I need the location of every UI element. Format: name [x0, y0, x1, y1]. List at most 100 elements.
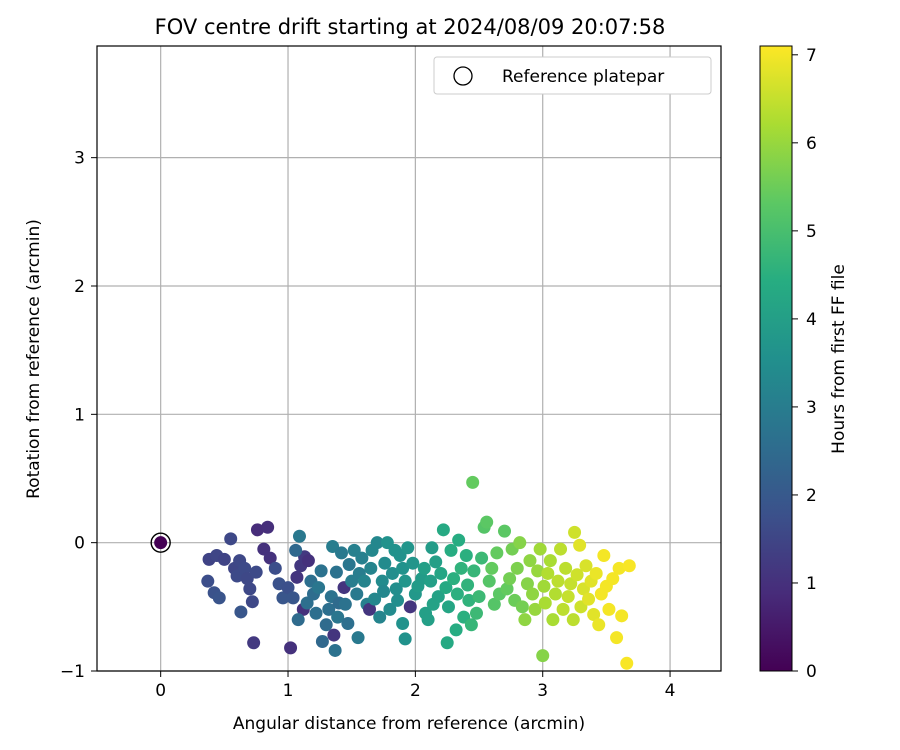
data-point: [431, 590, 445, 604]
data-point: [368, 592, 382, 606]
colorbar-tick-label: 1: [806, 574, 817, 594]
data-point: [396, 561, 410, 575]
y-axis-label: Rotation from reference (arcmin): [24, 219, 44, 499]
data-point: [309, 606, 323, 620]
colorbar: 0 1 2 3 4 5 6 7 Hours from first FF file: [759, 45, 849, 682]
data-point: [331, 610, 345, 624]
colorbar-tick-label: 3: [806, 398, 817, 418]
data-point: [469, 606, 483, 620]
data-point: [520, 577, 534, 591]
data-point: [518, 613, 532, 627]
data-point: [612, 561, 626, 575]
data-point: [335, 546, 349, 560]
data-point: [286, 591, 300, 605]
data-point: [249, 565, 263, 579]
data-point: [485, 561, 499, 575]
data-point: [513, 536, 527, 550]
data-point: [546, 613, 560, 627]
colorbar-tick-label: 7: [806, 46, 817, 66]
data-point: [500, 582, 514, 596]
data-point: [290, 570, 304, 584]
data-point: [261, 520, 275, 534]
colorbar-tick-label: 0: [806, 662, 817, 682]
data-point: [475, 551, 489, 565]
data-point: [250, 523, 264, 537]
data-point: [597, 548, 611, 562]
data-point: [385, 566, 399, 580]
legend: Reference platepar: [433, 56, 712, 95]
chart-title: FOV centre drift starting at 2024/08/09 …: [155, 15, 666, 39]
colorbar-tick-label: 4: [806, 310, 817, 330]
data-point: [551, 574, 565, 588]
data-point: [403, 600, 417, 614]
data-point: [503, 572, 517, 586]
data-point: [467, 564, 481, 578]
reference-marker-layer: [150, 532, 171, 553]
data-point: [373, 610, 387, 624]
data-point: [300, 596, 314, 610]
y-tick-label: −1: [60, 662, 85, 682]
data-point: [245, 595, 259, 609]
data-point: [417, 561, 431, 575]
data-point: [284, 641, 298, 655]
colorbar-label: Hours from first FF file: [829, 264, 849, 454]
data-point: [396, 617, 410, 631]
data-point: [315, 634, 329, 648]
data-point: [498, 524, 512, 538]
data-point: [487, 597, 501, 611]
data-point: [528, 602, 542, 616]
data-point: [364, 561, 378, 575]
data-point: [566, 613, 580, 627]
data-point: [482, 574, 496, 588]
y-tick-label: 3: [74, 149, 85, 169]
data-point: [464, 618, 478, 632]
data-point: [217, 552, 231, 566]
data-point: [441, 600, 455, 614]
colorbar-gradient: [759, 45, 793, 672]
x-tick-label: 2: [410, 681, 421, 701]
colorbar-ticks: 0 1 2 3 4 5 6 7: [792, 46, 817, 682]
colorbar-tick-label: 5: [806, 222, 817, 242]
data-point: [243, 582, 257, 596]
data-point: [257, 542, 271, 556]
data-point: [592, 618, 606, 632]
data-point: [531, 564, 545, 578]
data-point: [234, 605, 248, 619]
data-point: [582, 592, 596, 606]
data-point: [375, 574, 389, 588]
data-point: [370, 536, 384, 550]
data-point: [301, 554, 315, 568]
data-point: [459, 548, 473, 562]
reference-platepar-marker: [150, 532, 171, 553]
colorbar-tick-label: 6: [806, 134, 817, 154]
data-point: [472, 590, 486, 604]
data-point: [587, 608, 601, 622]
data-point: [538, 596, 552, 610]
data-point: [466, 475, 480, 489]
data-point: [490, 546, 504, 560]
data-point: [398, 574, 412, 588]
data-point: [480, 515, 494, 529]
data-point: [536, 649, 550, 663]
data-point: [462, 593, 476, 607]
data-point: [559, 561, 573, 575]
data-point: [401, 541, 415, 555]
data-point: [454, 561, 468, 575]
legend-entry-reference: Reference platepar: [502, 67, 664, 87]
y-tick-label: 0: [74, 534, 85, 554]
data-point: [622, 559, 636, 573]
data-point: [510, 561, 524, 575]
data-point: [363, 602, 377, 616]
data-point: [573, 538, 587, 552]
data-point: [439, 581, 453, 595]
data-point: [447, 572, 461, 586]
legend-reference-marker: [453, 66, 473, 86]
data-point: [556, 602, 570, 616]
data-point: [291, 613, 305, 627]
data-point: [263, 551, 277, 565]
scatter-points: [154, 475, 636, 670]
data-point: [548, 587, 562, 601]
data-point: [276, 591, 290, 605]
data-point: [338, 597, 352, 611]
